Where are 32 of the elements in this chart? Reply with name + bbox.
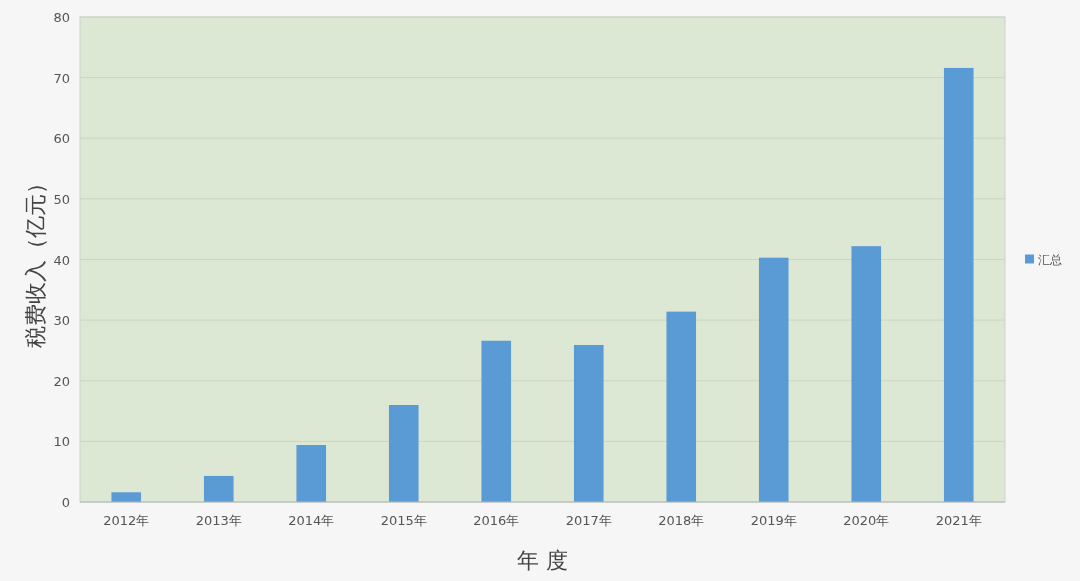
y-axis-title: 税费收入（亿元） xyxy=(23,171,48,348)
x-tick-label: 2016年 xyxy=(473,513,520,528)
legend-label: 汇总 xyxy=(1038,252,1062,267)
x-tick-label: 2012年 xyxy=(103,513,150,528)
bar xyxy=(758,257,789,502)
y-tick-label: 30 xyxy=(53,313,70,329)
x-tick-label: 2018年 xyxy=(658,513,705,528)
y-tick-label: 20 xyxy=(53,373,70,389)
bar xyxy=(111,492,142,502)
bar xyxy=(481,340,512,502)
x-tick-label: 2020年 xyxy=(843,513,890,528)
x-tick-label: 2021年 xyxy=(935,513,982,528)
bar xyxy=(296,445,327,502)
x-tick-label: 2019年 xyxy=(750,513,797,528)
y-tick-label: 10 xyxy=(53,434,70,450)
y-tick-label: 80 xyxy=(53,10,70,25)
y-tick-label: 50 xyxy=(53,191,70,207)
y-tick-label: 60 xyxy=(53,131,70,147)
bar xyxy=(851,246,882,502)
x-tick-label: 2013年 xyxy=(195,513,242,528)
y-tick-label: 0 xyxy=(61,495,70,510)
y-tick-label: 40 xyxy=(53,252,70,268)
bar xyxy=(388,405,419,502)
bar xyxy=(573,344,604,502)
bar xyxy=(666,311,697,502)
bar xyxy=(943,67,974,502)
x-tick-label: 2015年 xyxy=(380,513,427,528)
y-tick-label: 70 xyxy=(53,70,70,86)
bar xyxy=(203,475,234,502)
x-tick-label: 2014年 xyxy=(288,513,335,528)
x-axis-title: 年 度 xyxy=(517,548,568,573)
x-tick-label: 2017年 xyxy=(565,513,612,528)
